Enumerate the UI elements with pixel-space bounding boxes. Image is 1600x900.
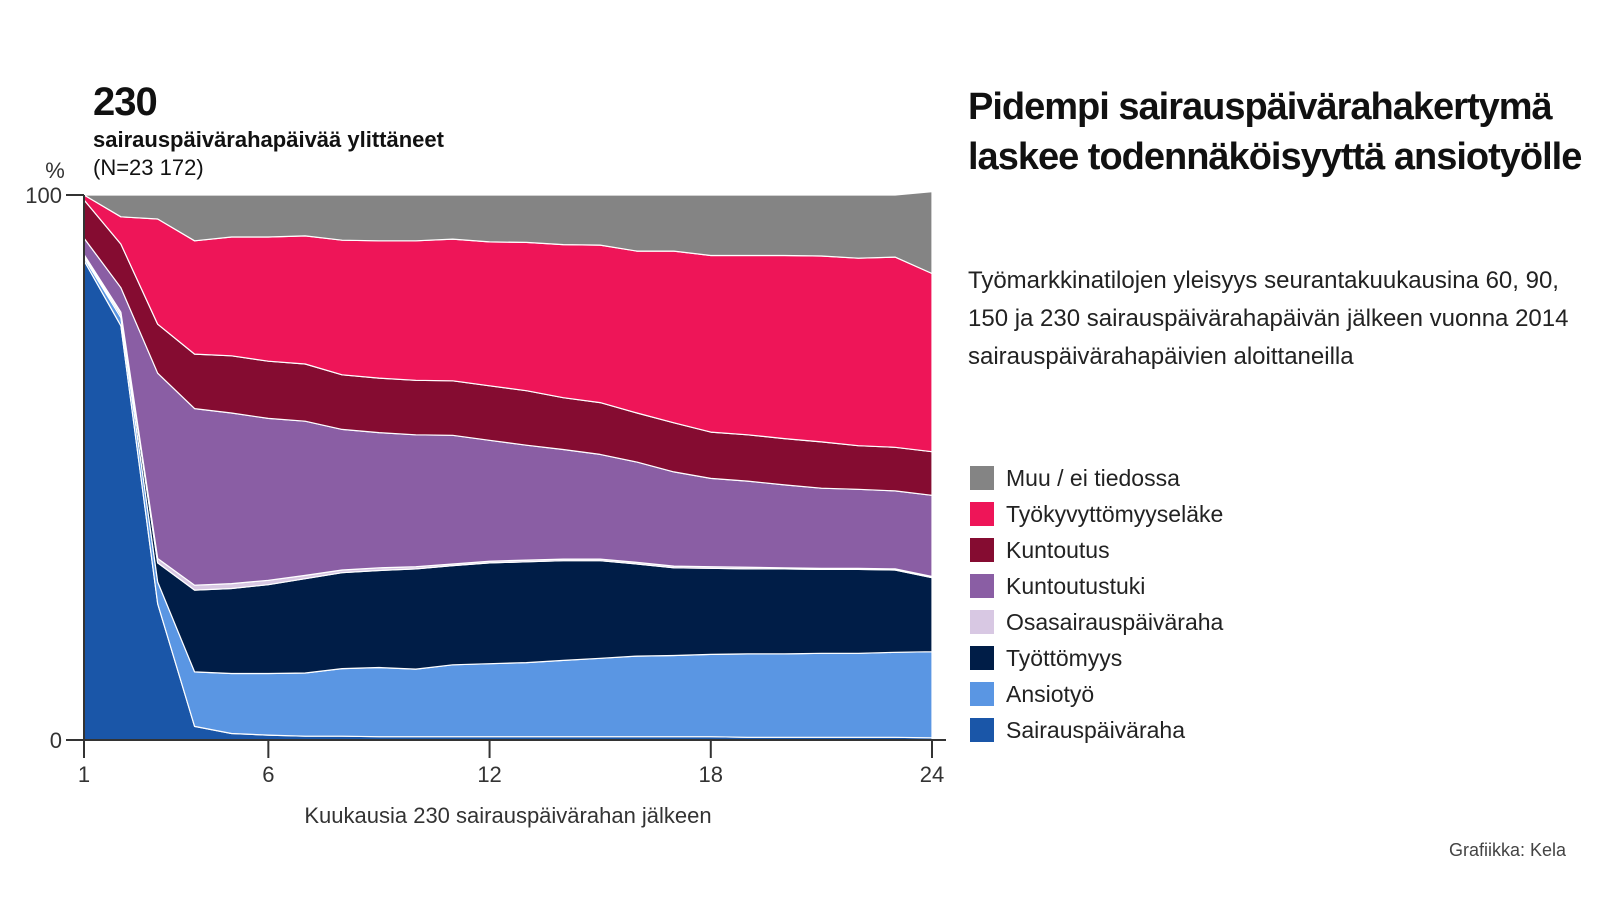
legend-label: Osasairauspäiväraha — [1006, 608, 1224, 635]
legend-swatch — [970, 466, 994, 490]
legend-item: Muu / ei tiedossa — [970, 460, 1223, 496]
legend-label: Kuntoutus — [1006, 536, 1110, 563]
x-tick-label: 24 — [920, 762, 944, 787]
legend-item: Työkyvyttömyyseläke — [970, 496, 1223, 532]
area-series-7 — [83, 191, 933, 275]
y-tick-label: 0 — [50, 728, 62, 753]
legend-item: Ansiotyö — [970, 676, 1223, 712]
legend-item: Sairauspäiväraha — [970, 712, 1223, 748]
legend-swatch — [970, 538, 994, 562]
legend-swatch — [970, 574, 994, 598]
chart-heading: 230 sairauspäivärahapäivää ylittäneet (N… — [93, 80, 444, 182]
x-axis-label: Kuukausia 230 sairauspäivärahan jälkeen — [304, 803, 711, 828]
area-layers — [83, 191, 933, 741]
legend-swatch — [970, 682, 994, 706]
side-description: Työmarkkinatilojen yleisyys seurantakuuk… — [968, 267, 1569, 370]
legend-label: Sairauspäiväraha — [1006, 716, 1186, 743]
legend-swatch — [970, 646, 994, 670]
chart-note: (N=23 172) — [93, 155, 204, 180]
legend-label: Ansiotyö — [1006, 680, 1095, 707]
legend-swatch — [970, 502, 994, 526]
legend-item: Osasairauspäiväraha — [970, 604, 1223, 640]
legend-swatch — [970, 610, 994, 634]
legend-item: Kuntoutustuki — [970, 568, 1223, 604]
legend-label: Muu / ei tiedossa — [1006, 464, 1180, 491]
credit-text: Grafiikka: Kela — [1448, 840, 1566, 860]
legend-label: Kuntoutustuki — [1006, 572, 1146, 599]
y-axis-label: % — [45, 158, 65, 183]
x-tick-label: 18 — [699, 762, 723, 787]
legend-label: Työkyvyttömyyseläke — [1006, 500, 1224, 527]
legend-swatch — [970, 718, 994, 742]
x-tick-label: 1 — [78, 762, 90, 787]
side-title: Pidempi sairauspäivärahakertymä laskee t… — [968, 86, 1582, 178]
x-tick-label: 12 — [477, 762, 501, 787]
chart-subtitle: sairauspäivärahapäivää ylittäneet — [93, 127, 444, 152]
x-tick-label: 6 — [262, 762, 274, 787]
legend-item: Kuntoutus — [970, 532, 1223, 568]
legend-label: Työttömyys — [1006, 644, 1123, 671]
chart-legend: Muu / ei tiedossa Työkyvyttömyyseläke Kunt… — [970, 460, 1223, 748]
y-tick-label: 100 — [25, 183, 62, 208]
legend-item: Työttömyys — [970, 640, 1223, 676]
chart-axes: 1 6 12 18 24 0 100 — [25, 183, 946, 787]
chart-title: 230 — [93, 80, 158, 124]
